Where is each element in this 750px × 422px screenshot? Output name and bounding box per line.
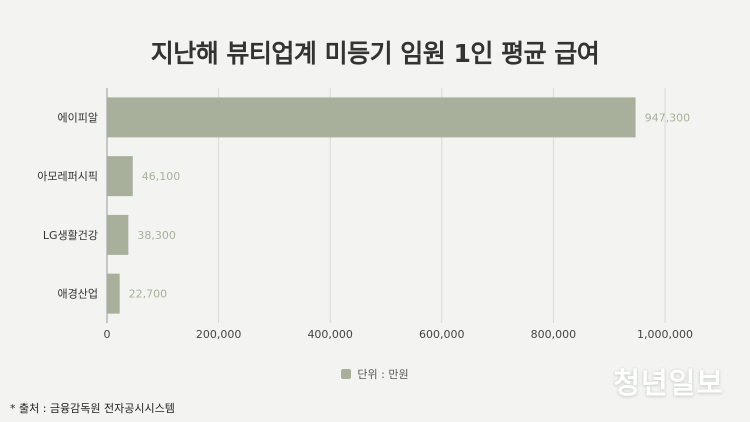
x-tick-label: 600,000: [419, 328, 465, 341]
bar: [107, 273, 120, 314]
data-label: 38,300: [137, 229, 176, 242]
x-tick-label: 200,000: [196, 328, 242, 341]
bar: [107, 214, 129, 255]
data-label: 46,100: [142, 170, 181, 183]
x-tick-label: 0: [104, 328, 111, 341]
chart-legend: 단위 : 만원: [0, 366, 750, 382]
legend-label: 단위 : 만원: [357, 368, 409, 381]
legend-swatch: [341, 369, 352, 379]
chart-title: 지난해 뷰티업계 미등기 임원 1인 평균 급여: [150, 39, 600, 68]
source-note: * 출처 : 금융감독원 전자공시시스템: [10, 402, 175, 415]
x-tick-label: 400,000: [307, 328, 353, 341]
bar: [107, 156, 133, 197]
category-label: 아모레퍼시픽: [37, 170, 98, 183]
category-label: 애경산업: [58, 288, 98, 301]
data-label: 947,300: [645, 111, 691, 124]
bar: [107, 97, 636, 138]
publisher-logo: 청년일보: [613, 366, 724, 400]
data-label: 22,700: [129, 288, 168, 301]
x-tick-label: 1,000,000: [637, 328, 693, 341]
category-label: LG생활건강: [43, 228, 98, 242]
bar-chart: 0 200,000 400,000 600,000 800,000 1,000,000 에이…: [37, 88, 693, 341]
category-label: 에이피알: [58, 110, 98, 124]
x-tick-label: 800,000: [531, 328, 577, 341]
